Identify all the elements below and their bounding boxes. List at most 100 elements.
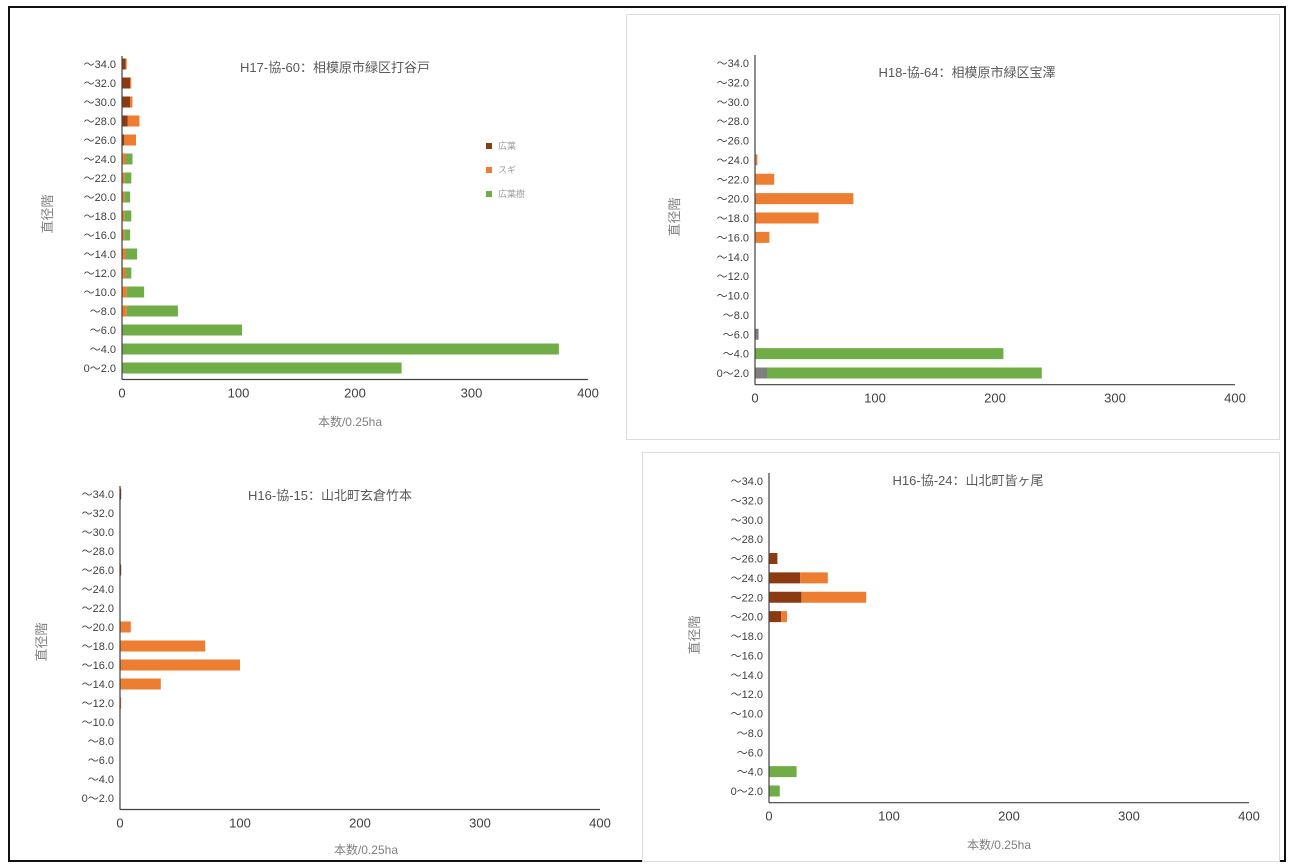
x-tick-label: 100 xyxy=(228,386,250,401)
y-tick-label: ～10.0 xyxy=(731,709,763,721)
bar-br-s0-c11 xyxy=(769,572,801,584)
y-tick-label: 0～2.0 xyxy=(82,793,114,805)
bar-tl-s2-c0 xyxy=(122,362,402,374)
bar-bl-s1-c9 xyxy=(120,621,131,633)
x-tick-label: 300 xyxy=(1104,391,1126,406)
bar-br-s1-c11 xyxy=(800,572,828,584)
y-tick-label: ～30.0 xyxy=(82,527,114,539)
y-tick-label: ～22.0 xyxy=(84,173,116,185)
y-tick-label: 0～2.0 xyxy=(84,363,116,375)
y-tick-label: ～16.0 xyxy=(731,650,763,662)
y-tick-label: ～22.0 xyxy=(717,174,749,186)
bar-tl-s1-c7 xyxy=(122,229,125,241)
y-tick-label: ～34.0 xyxy=(84,59,116,71)
bar-tr-s0-c2 xyxy=(755,328,759,340)
y-tick-label: ～18.0 xyxy=(82,641,114,653)
y-axis-label: 直径階 xyxy=(667,197,682,236)
y-tick-label: ～14.0 xyxy=(731,670,763,682)
y-tick-label: ～8.0 xyxy=(88,736,114,748)
y-tick-label: ～14.0 xyxy=(717,252,749,264)
y-tick-label: ～20.0 xyxy=(717,194,749,206)
bar-br-s0-c9 xyxy=(769,611,781,623)
x-tick-label: 200 xyxy=(349,816,371,831)
y-tick-label: ～12.0 xyxy=(717,271,749,283)
chart-svg-top-left: H17-協-60：相模原市緑区打谷戸 0～2.0 ～4.0 ～6.0 ～8.0 ～10.0… xyxy=(40,56,599,429)
bar-bl-s1-c8 xyxy=(120,640,206,652)
y-tick-label: ～4.0 xyxy=(737,767,763,779)
bar-br-s0-c10 xyxy=(769,591,802,603)
bar-br-s2-c1 xyxy=(769,766,797,778)
y-tick-label: ～12.0 xyxy=(82,698,114,710)
bar-tl-s1-c11 xyxy=(122,153,126,165)
x-axis-label: 本数/0.25ha xyxy=(967,837,1031,852)
y-tick-label: ～6.0 xyxy=(90,325,116,337)
legend-swatch xyxy=(486,191,492,197)
bar-tl-s2-c10 xyxy=(124,172,132,184)
bar-tl-s1-c3 xyxy=(122,305,127,317)
bar-tl-s1-c16 xyxy=(125,58,127,70)
x-tick-label: 0 xyxy=(765,809,772,824)
y-tick-label: ～18.0 xyxy=(731,631,763,643)
y-tick-label: ～24.0 xyxy=(717,155,749,167)
y-tick-label: ～12.0 xyxy=(84,268,116,280)
bar-tl-s0-c13 xyxy=(122,115,128,127)
bar-bl-s1-c6 xyxy=(120,678,161,690)
bar-tl-s0-c12 xyxy=(122,134,125,146)
x-axis-label: 本数/0.25ha xyxy=(334,842,398,857)
bar-tl-s1-c5 xyxy=(122,267,126,279)
x-tick-label: 0 xyxy=(118,386,125,401)
y-tick-label: ～4.0 xyxy=(90,344,116,356)
bar-tl-s1-c15 xyxy=(130,77,132,89)
y-tick-label: ～30.0 xyxy=(84,97,116,109)
bar-tl-s0-c14 xyxy=(122,96,131,108)
legend-label: 広葉 xyxy=(498,140,516,151)
y-tick-label: ～32.0 xyxy=(717,77,749,89)
y-tick-label: ～30.0 xyxy=(717,97,749,109)
bar-tl-s1-c14 xyxy=(130,96,133,108)
y-tick-label: ～26.0 xyxy=(717,136,749,148)
x-tick-label: 400 xyxy=(589,816,611,831)
y-tick-label: ～22.0 xyxy=(731,592,763,604)
y-tick-label: 0～2.0 xyxy=(717,368,749,380)
bar-tl-s2-c2 xyxy=(122,324,242,336)
bar-tl-s1-c4 xyxy=(122,286,127,298)
x-tick-label: 100 xyxy=(864,391,886,406)
y-axis-label: 直径階 xyxy=(40,194,55,233)
bar-tr-s1-c7 xyxy=(755,231,770,243)
bar-tr-s1-c10 xyxy=(755,173,775,185)
bar-tl-s2-c8 xyxy=(124,210,132,222)
x-tick-label: 0 xyxy=(116,816,123,831)
legend-label: 広葉樹 xyxy=(498,188,525,199)
y-tick-label: ～16.0 xyxy=(84,230,116,242)
chart-title: H18-協-64：相模原市緑区宝澤 xyxy=(879,65,1056,80)
chart-svg-top-right: H18-協-64：相模原市緑区宝澤 0～2.0 ～4.0 ～6.0 ～8.0 ～10.0 ～… xyxy=(667,55,1246,406)
bar-tl-s0-c15 xyxy=(122,77,131,89)
y-tick-label: ～8.0 xyxy=(737,728,763,740)
y-tick-label: 0～2.0 xyxy=(731,786,763,798)
chart-svg-bottom-right: H16-協-24：山北町皆ヶ尾 0～2.0 ～4.0 ～6.0 ～8.0 ～10.0 ～12… xyxy=(687,473,1260,852)
x-tick-label: 300 xyxy=(461,386,483,401)
bar-tl-s1-c9 xyxy=(122,191,125,203)
bar-tl-s2-c1 xyxy=(122,343,559,355)
chart-title: H17-協-60：相模原市緑区打谷戸 xyxy=(240,60,430,75)
bar-tl-s1-c13 xyxy=(127,115,140,127)
y-tick-label: ～4.0 xyxy=(723,349,749,361)
y-tick-label: ～32.0 xyxy=(731,495,763,507)
y-tick-label: ～26.0 xyxy=(731,554,763,566)
legend-swatch xyxy=(486,143,492,149)
y-tick-label: ～18.0 xyxy=(84,211,116,223)
y-axis-label: 直径階 xyxy=(687,615,702,654)
y-tick-label: ～26.0 xyxy=(82,565,114,577)
bar-bl-s1-c7 xyxy=(120,659,240,671)
x-tick-label: 400 xyxy=(1238,809,1260,824)
y-tick-label: ～30.0 xyxy=(731,515,763,527)
y-tick-label: ～14.0 xyxy=(84,249,116,261)
x-tick-label: 200 xyxy=(998,809,1020,824)
bar-br-s0-c12 xyxy=(769,553,778,564)
bar-tl-s2-c6 xyxy=(125,248,138,260)
x-tick-label: 100 xyxy=(229,816,251,831)
y-tick-label: ～10.0 xyxy=(84,287,116,299)
legend-label: スギ xyxy=(498,165,516,175)
bar-br-s2-c0 xyxy=(769,785,780,797)
x-tick-label: 300 xyxy=(1118,809,1140,824)
